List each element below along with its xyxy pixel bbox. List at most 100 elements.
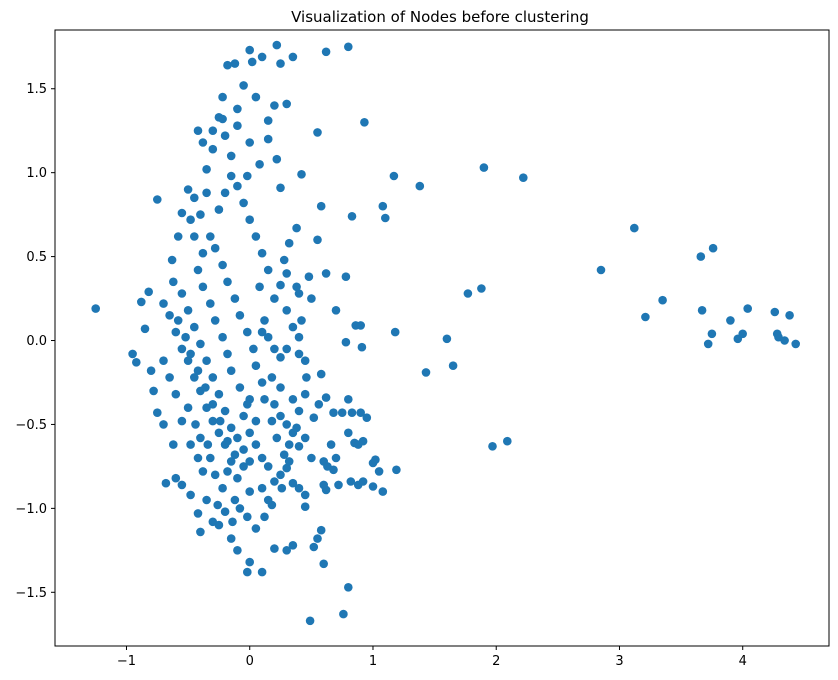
data-point <box>223 277 232 287</box>
y-tick-label: −1.0 <box>15 502 47 517</box>
data-point <box>347 212 357 221</box>
data-point <box>362 413 372 423</box>
data-point <box>186 215 195 224</box>
data-point <box>260 512 269 522</box>
data-point <box>341 272 351 282</box>
data-point <box>198 467 208 476</box>
data-point <box>257 327 267 337</box>
data-point <box>233 181 242 191</box>
data-point <box>267 500 277 510</box>
data-point <box>358 477 368 486</box>
data-point <box>208 373 218 382</box>
data-point <box>344 428 353 438</box>
data-point <box>220 131 230 140</box>
data-point <box>319 559 329 569</box>
data-point <box>260 316 269 325</box>
data-point <box>177 416 187 426</box>
data-point <box>210 316 220 325</box>
data-point <box>226 151 236 161</box>
data-point <box>292 282 301 292</box>
data-point <box>641 312 650 322</box>
x-tick-label: 2 <box>492 654 500 669</box>
data-point <box>245 457 254 466</box>
data-point <box>226 534 236 543</box>
data-point <box>186 349 195 359</box>
data-point <box>208 416 218 426</box>
data-point <box>442 334 452 344</box>
data-point <box>210 243 220 253</box>
data-point <box>183 306 193 315</box>
data-point <box>167 255 177 265</box>
data-point <box>263 332 273 342</box>
data-point <box>140 324 150 334</box>
data-point <box>329 465 338 475</box>
data-point <box>272 433 282 443</box>
data-point <box>282 420 292 429</box>
data-point <box>186 490 195 500</box>
data-point <box>257 248 267 258</box>
data-point <box>770 307 780 317</box>
data-point <box>214 205 224 214</box>
data-point <box>300 356 310 366</box>
data-point <box>132 358 141 367</box>
data-point <box>288 541 298 550</box>
data-point <box>284 440 294 449</box>
data-point <box>251 524 261 533</box>
data-point <box>223 436 232 446</box>
data-point <box>344 42 353 52</box>
data-point <box>183 185 193 194</box>
data-point <box>272 154 282 164</box>
data-point <box>173 316 183 325</box>
data-point <box>245 45 254 55</box>
data-point <box>282 99 292 109</box>
data-point <box>193 453 203 463</box>
data-point <box>251 232 261 241</box>
data-point <box>183 403 193 413</box>
data-point <box>203 440 213 449</box>
data-point <box>316 201 326 211</box>
data-point <box>245 428 254 438</box>
y-tick-label: 1.5 <box>26 82 47 97</box>
data-point <box>128 349 137 359</box>
data-point <box>282 463 292 473</box>
axes: −1 0 1 2 3 4 −1.5 −1.0 −0.5 0.0 0.5 1.0 1.5 <box>15 29 830 669</box>
y-tick-label: −1.5 <box>15 586 47 601</box>
data-point <box>294 289 304 298</box>
data-point <box>183 356 193 366</box>
data-point <box>202 356 211 366</box>
data-point <box>239 198 248 208</box>
data-point <box>339 609 348 619</box>
data-point <box>292 223 301 233</box>
data-point <box>153 195 162 204</box>
data-point <box>270 544 279 553</box>
data-point <box>239 81 248 90</box>
data-point <box>223 467 232 476</box>
data-point <box>243 512 252 522</box>
data-point <box>263 265 273 275</box>
data-point <box>321 393 331 402</box>
data-point <box>360 118 369 127</box>
data-point <box>276 59 285 68</box>
data-point <box>288 478 298 488</box>
data-point <box>198 138 208 147</box>
data-point <box>144 287 153 297</box>
data-points <box>91 40 800 626</box>
data-point <box>282 546 292 555</box>
data-point <box>267 373 277 382</box>
data-point <box>305 616 315 626</box>
data-point <box>171 473 181 483</box>
data-point <box>233 121 242 130</box>
data-point <box>304 272 314 282</box>
data-point <box>243 400 252 409</box>
data-point <box>479 163 489 172</box>
data-point <box>235 504 245 513</box>
x-tick-label: 1 <box>369 654 377 669</box>
data-point <box>193 265 203 275</box>
data-point <box>284 457 294 466</box>
data-point <box>288 322 298 332</box>
data-point <box>307 294 316 303</box>
y-tick-label: 0.0 <box>26 334 47 349</box>
data-point <box>738 329 747 339</box>
data-point <box>630 223 639 233</box>
data-point <box>288 52 298 62</box>
